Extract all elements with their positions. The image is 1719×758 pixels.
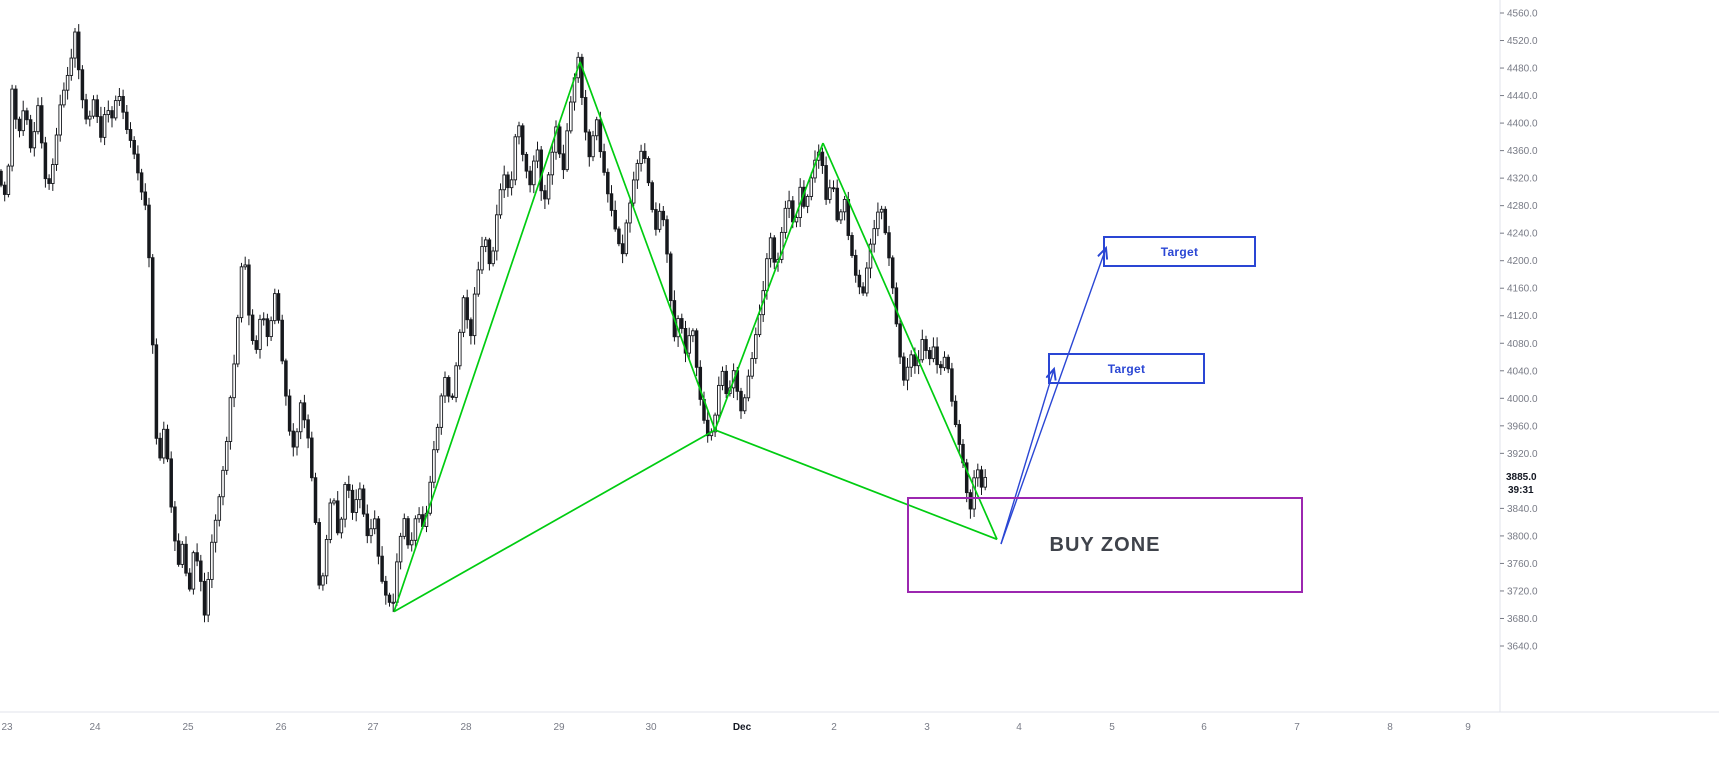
time-axis-label: 4 xyxy=(1016,722,1022,733)
candlestick-series xyxy=(0,24,987,623)
time-axis-label: 25 xyxy=(182,722,194,733)
price-tick-label: 3720.0 xyxy=(1507,586,1538,597)
price-tick-label: 4000.0 xyxy=(1507,394,1538,405)
time-axis-label: 6 xyxy=(1201,722,1207,733)
target-label-1: Target xyxy=(1160,244,1199,259)
time-axis-label: 8 xyxy=(1387,722,1393,733)
price-tick-label: 3680.0 xyxy=(1507,614,1538,625)
time-axis-label: 7 xyxy=(1294,722,1300,733)
price-tick-label: 4560.0 xyxy=(1507,9,1538,20)
price-tick-label: 3920.0 xyxy=(1507,449,1538,460)
price-tick-label: 3800.0 xyxy=(1507,531,1538,542)
price-tick-label: 4480.0 xyxy=(1507,64,1538,75)
time-axis-label: 24 xyxy=(89,722,101,733)
price-tick-label: 4040.0 xyxy=(1507,366,1538,377)
price-tick-label: 4120.0 xyxy=(1507,311,1538,322)
pattern-line-A-B[interactable] xyxy=(579,61,716,431)
time-axis-labels: 23 24 25 26 27 28 29 30 Dec 2 3 4 5 6 7 8 9 xyxy=(1,722,1471,733)
time-axis-label: 30 xyxy=(645,722,657,733)
price-tick-label: 4080.0 xyxy=(1507,339,1538,350)
pattern-line-B-C[interactable] xyxy=(714,142,824,431)
buy-zone-box[interactable]: BUY ZONE xyxy=(907,497,1303,593)
price-axis[interactable] xyxy=(1500,0,1719,712)
pattern-line-B-D[interactable] xyxy=(714,429,998,541)
price-tick-label: 4520.0 xyxy=(1507,36,1538,47)
time-axis-label: 23 xyxy=(1,722,13,733)
price-tick-label: 4200.0 xyxy=(1507,256,1538,267)
price-tick-label: 4240.0 xyxy=(1507,229,1538,240)
price-tick-label: 4440.0 xyxy=(1507,91,1538,102)
buy-zone-label: BUY ZONE xyxy=(1049,533,1161,556)
time-axis-label: 2 xyxy=(831,722,837,733)
price-tick-label: 4320.0 xyxy=(1507,174,1538,185)
time-axis-label: 27 xyxy=(367,722,379,733)
target-arrow-2[interactable] xyxy=(1000,369,1054,545)
time-axis-label: Dec xyxy=(733,722,752,733)
target-label-2: Target xyxy=(1107,361,1146,376)
pattern-line-X-B[interactable] xyxy=(393,429,716,613)
price-tick-label: 3760.0 xyxy=(1507,559,1538,570)
pattern-line-C-D[interactable] xyxy=(822,142,998,540)
price-tick-label: 4280.0 xyxy=(1507,201,1538,212)
price-tick-label: 3960.0 xyxy=(1507,421,1538,432)
time-axis-label: 5 xyxy=(1109,722,1115,733)
time-axis-label: 29 xyxy=(553,722,565,733)
time-axis-label: 26 xyxy=(275,722,287,733)
target-box-2[interactable]: Target xyxy=(1048,353,1205,384)
price-tick-label: 3840.0 xyxy=(1507,504,1538,515)
pattern-line-X-A[interactable] xyxy=(393,61,581,612)
time-axis-label: 9 xyxy=(1465,722,1471,733)
price-tick-label: 4360.0 xyxy=(1507,146,1538,157)
price-tick-label: 3640.0 xyxy=(1507,642,1538,653)
time-axis[interactable] xyxy=(0,712,1719,758)
last-price-label: 3885.0 xyxy=(1506,472,1537,484)
price-tick-label: 4400.0 xyxy=(1507,119,1538,130)
target-box-1[interactable]: Target xyxy=(1103,236,1256,267)
countdown-timer: 39:31 xyxy=(1508,485,1534,497)
time-axis-label: 28 xyxy=(460,722,472,733)
target-arrow-1[interactable] xyxy=(1000,248,1106,545)
price-tick-labels: 4560.0 4520.0 4480.0 4440.0 4400.0 4360.0 4320… xyxy=(1500,9,1538,653)
price-tick-label: 4160.0 xyxy=(1507,284,1538,295)
time-axis-label: 3 xyxy=(924,722,930,733)
